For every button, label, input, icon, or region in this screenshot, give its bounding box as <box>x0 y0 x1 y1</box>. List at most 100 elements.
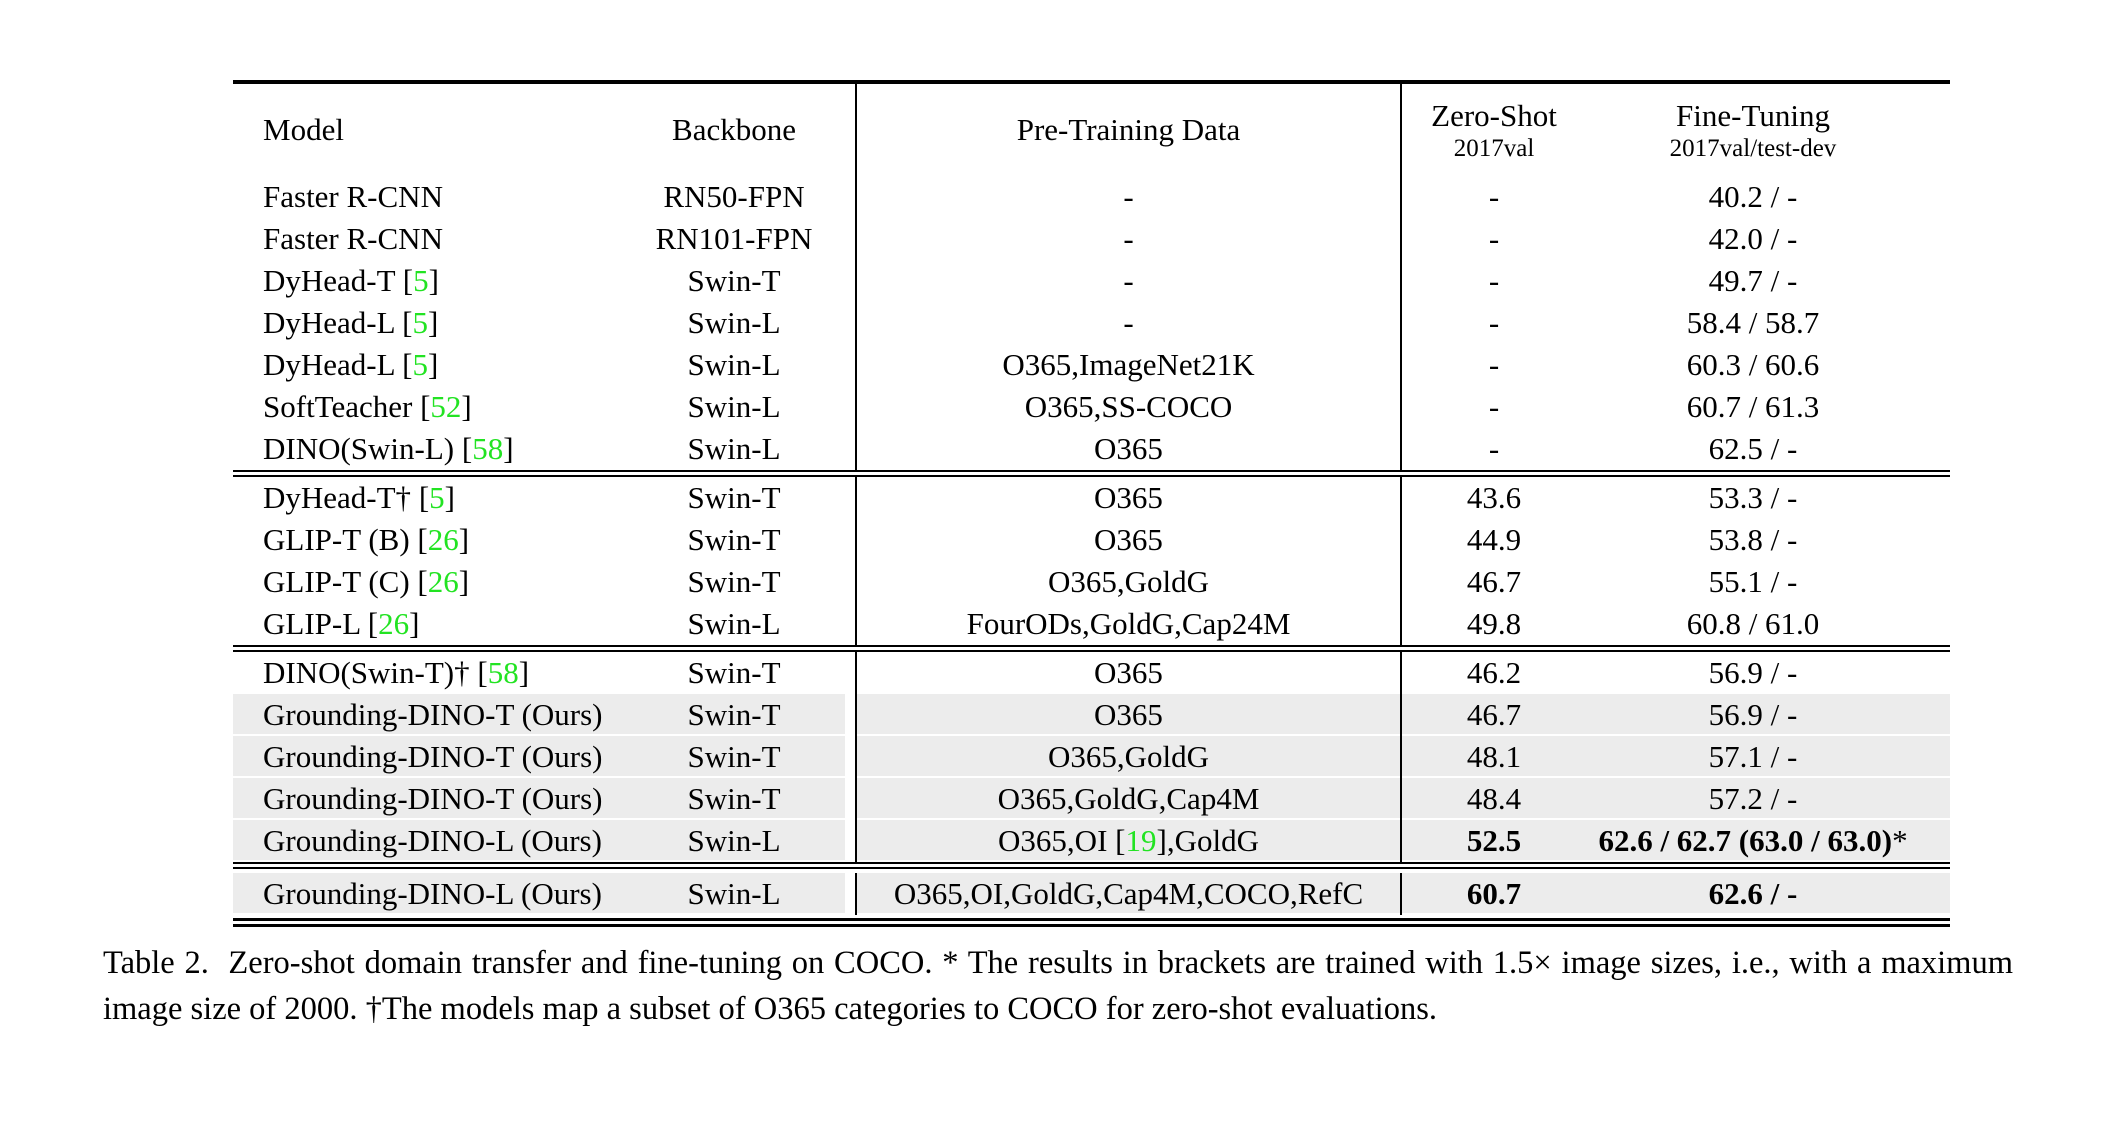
column-gap <box>845 260 855 302</box>
vertical-rule-right <box>1400 694 1402 736</box>
vertical-rule-right <box>1400 218 1402 260</box>
cell-pretrain: - <box>857 218 1400 260</box>
cell-backbone: Swin-L <box>687 389 781 424</box>
cell-backbone: Swin-T <box>623 694 845 736</box>
cell-pretrain: O365 <box>857 694 1400 736</box>
table-row: SoftTeacher [52] Swin-L O365,SS-COCO - 60.7 … <box>233 386 1950 428</box>
cell-text: 46.7 <box>1466 697 1522 732</box>
vertical-rule-right <box>1400 176 1402 218</box>
column-gap <box>845 652 855 694</box>
block-separator-rule <box>233 645 1950 652</box>
vertical-rule-right <box>1400 386 1402 428</box>
citation-link[interactable]: 26 <box>427 522 459 557</box>
vertical-rule-left <box>855 561 857 603</box>
table-row: Grounding-DINO-T (Ours) Swin-T O365,GoldG,… <box>233 778 1950 820</box>
citation-link[interactable]: 5 <box>412 347 428 382</box>
cell-zeroshot: 48.1 <box>1402 736 1586 778</box>
cell-model: DINO(Swin-T)† [58] <box>263 655 530 690</box>
cell-text: DyHead-T† <box>263 480 419 515</box>
cell-zeroshot: - <box>1402 218 1586 260</box>
vertical-rule-right <box>1400 302 1402 344</box>
vertical-rule-right <box>1400 820 1402 862</box>
cell-text: - <box>1123 179 1134 214</box>
cell-text: - <box>1488 431 1500 466</box>
citation-link[interactable]: 5 <box>412 305 428 340</box>
cell-backbone: Swin-T <box>687 564 781 599</box>
cell-backbone: Swin-L <box>687 305 781 340</box>
cell-backbone: Swin-T <box>687 522 781 557</box>
citation-link[interactable]: 5 <box>429 480 445 515</box>
cell-text: GLIP-T (B) <box>263 522 418 557</box>
table-bottom-rule <box>233 918 1950 927</box>
table-block: DyHead-T† [5] Swin-T O365 43.6 53.3 / - GLIP-… <box>233 477 1950 645</box>
zeroshot-title: Zero-Shot <box>1431 97 1557 133</box>
cell-text: 49.7 / - <box>1708 263 1798 298</box>
cell-finetune: 62.6 / - <box>1586 873 1950 915</box>
cell-finetune: 55.1 / - <box>1586 561 1950 603</box>
cell-text: O365,GoldG <box>1047 739 1210 774</box>
cell-text: GLIP-L <box>263 606 368 641</box>
cell-text: 49.8 <box>1466 606 1522 641</box>
cell-model: DINO(Swin-L) [58] <box>263 431 514 466</box>
vertical-rule-left <box>855 736 857 778</box>
cell-finetune: 58.4 / 58.7 <box>1586 302 1950 344</box>
table-top-rule <box>233 80 1950 84</box>
citation-link[interactable]: 58 <box>487 655 519 690</box>
cell-text: O365 <box>1094 697 1163 732</box>
cell-text: 55.1 / - <box>1708 564 1798 599</box>
cell-text: Grounding-DINO-L (Ours) <box>263 876 602 911</box>
finetune-title: Fine-Tuning <box>1676 97 1830 133</box>
table-row: Faster R-CNN RN101-FPN - - 42.0 / - <box>233 218 1950 260</box>
cell-backbone: RN101-FPN <box>655 221 813 256</box>
cell-finetune: 57.2 / - <box>1586 778 1950 820</box>
cell-text: O365 <box>1094 522 1163 557</box>
cell-model: DyHead-L [5] <box>263 347 439 382</box>
cell-text: - <box>1123 305 1134 340</box>
cell-text: - <box>1123 263 1134 298</box>
table-row: Grounding-DINO-T (Ours) Swin-T O365 46.7 56.… <box>233 694 1950 736</box>
vertical-rule-left <box>855 84 857 176</box>
vertical-rule-left <box>855 778 857 820</box>
citation-link[interactable]: 26 <box>427 564 459 599</box>
cell-text: DINO(Swin-T)† <box>263 655 478 690</box>
vertical-rule-left <box>855 386 857 428</box>
table-body: Faster R-CNN RN50-FPN - -40.2 / - Faster R-C… <box>233 176 1950 918</box>
vertical-rule-right <box>1400 736 1402 778</box>
cell-text: 48.1 <box>1466 739 1522 774</box>
vertical-rule-right <box>1400 84 1402 176</box>
citation-link[interactable]: 5 <box>413 263 429 298</box>
finetune-subtitle: 2017val/test-dev <box>1669 134 1837 162</box>
table-row: DINO(Swin-L) [58] Swin-L O365 - 62.5 / - <box>233 428 1950 470</box>
vertical-rule-right <box>1400 603 1402 645</box>
cell-pretrain: O365,OI [19],GoldG <box>857 820 1400 862</box>
column-gap <box>845 519 855 561</box>
cell-text: 48.4 <box>1466 781 1522 816</box>
cell-zeroshot: - <box>1402 386 1586 428</box>
citation-link[interactable]: 19 <box>1125 823 1157 858</box>
citation-link[interactable]: 26 <box>378 606 410 641</box>
column-gap <box>845 603 855 645</box>
citation-link[interactable]: 58 <box>472 431 504 466</box>
cell-pretrain: - <box>857 260 1400 302</box>
cell-zeroshot: 60.7 <box>1402 873 1586 915</box>
cell-zeroshot: - <box>1402 260 1586 302</box>
cell-text: O365,GoldG <box>1047 564 1210 599</box>
cell-pretrain: O365,SS-COCO <box>857 386 1400 428</box>
cell-text: ,GoldG <box>1166 823 1259 858</box>
cell-text: 57.1 / - <box>1708 739 1798 774</box>
citation-link[interactable]: 52 <box>430 389 462 424</box>
cell-text: 52.5 <box>1466 823 1522 858</box>
cell-pretrain: O365,GoldG,Cap4M <box>857 778 1400 820</box>
cell-text: * <box>1892 823 1908 858</box>
cell-text: 60.8 / 61.0 <box>1686 606 1820 641</box>
cell-backbone: Swin-L <box>623 873 845 915</box>
cell-backbone: Swin-T <box>623 778 845 820</box>
cell-text: 62.5 / - <box>1708 431 1798 466</box>
cell-pretrain: O365,GoldG <box>857 736 1400 778</box>
cell-model: DyHead-T [5] <box>263 263 439 298</box>
cell-text: 60.7 <box>1466 876 1522 911</box>
cell-backbone: Swin-T <box>687 263 781 298</box>
column-gap <box>845 778 855 820</box>
cell-pretrain: O365,GoldG <box>857 561 1400 603</box>
cell-finetune: 60.3 / 60.6 <box>1586 344 1950 386</box>
